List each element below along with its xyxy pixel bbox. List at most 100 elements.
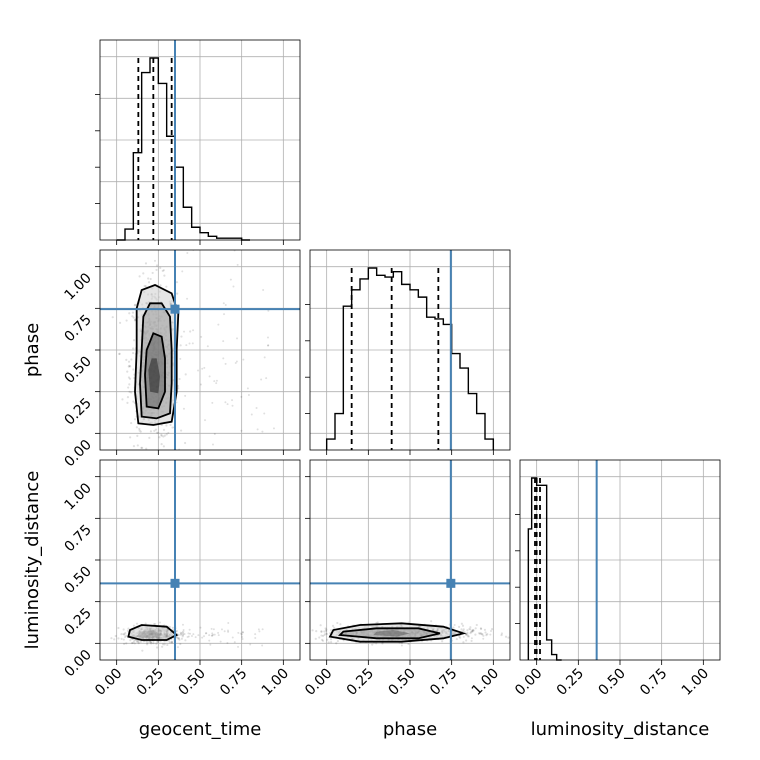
sample-point-tail xyxy=(188,628,191,631)
sample-point xyxy=(171,641,174,644)
x-tick-label-2: 0.50 xyxy=(175,666,208,699)
sample-point xyxy=(126,629,130,632)
y-tick-label-3: 0.75 xyxy=(61,522,94,555)
sample-point xyxy=(462,641,465,644)
sample-point xyxy=(189,330,192,333)
sample-point-tail xyxy=(231,399,234,402)
sample-point-tail xyxy=(181,623,184,626)
sample-point-tail xyxy=(249,643,252,646)
sample-point xyxy=(165,433,168,436)
sample-point-tail xyxy=(211,443,214,446)
sample-point xyxy=(155,642,158,645)
sample-point xyxy=(170,640,173,643)
sample-point xyxy=(321,634,325,638)
sample-point xyxy=(339,623,342,626)
sample-point-tail xyxy=(235,337,238,340)
sample-point xyxy=(485,634,488,637)
sample-point-tail xyxy=(167,431,170,434)
scatter-panel-geocent-time-vs-luminosity-distance: 0.00 0.25 0.50 0.75 1.000.000.250.500.751.00 xyxy=(61,459,301,699)
y-axis-label-phase: phase xyxy=(22,323,43,377)
sample-point xyxy=(128,312,131,315)
x-tick-label-0: 0.00 xyxy=(302,666,335,699)
sample-point-tail xyxy=(184,394,187,397)
sample-point-tail xyxy=(241,636,244,639)
sample-point xyxy=(171,626,174,629)
sample-point xyxy=(122,628,125,631)
sample-point-tail xyxy=(468,627,471,630)
contour-line-2 xyxy=(144,332,166,410)
sample-point-tail xyxy=(224,303,227,306)
sample-point xyxy=(158,436,161,439)
sample-point xyxy=(118,321,122,324)
sample-point-tail xyxy=(480,633,483,636)
sample-point-tail xyxy=(211,401,214,404)
sample-point-tail xyxy=(200,335,203,338)
sample-point-tail xyxy=(231,404,234,407)
sample-point-tail xyxy=(217,323,220,326)
sample-point xyxy=(177,637,181,640)
sample-point xyxy=(153,429,156,432)
sample-point xyxy=(130,421,133,425)
sample-point xyxy=(132,368,135,371)
sample-point-tail xyxy=(215,379,218,382)
sample-point xyxy=(319,624,322,627)
truth-marker xyxy=(170,304,180,314)
sample-point xyxy=(129,365,132,368)
sample-point xyxy=(159,266,162,269)
sample-point xyxy=(171,426,174,429)
sample-point xyxy=(154,428,158,431)
sample-point-tail xyxy=(190,635,193,638)
sample-point xyxy=(166,643,169,647)
sample-point xyxy=(130,641,133,645)
x-axis-label-phase: phase xyxy=(383,719,437,740)
sample-point xyxy=(144,262,148,265)
y-tick-label-4: 1.00 xyxy=(61,270,94,303)
sample-point xyxy=(324,632,327,635)
sample-point xyxy=(149,641,152,644)
sample-point-tail xyxy=(470,637,473,640)
sample-point xyxy=(120,637,123,640)
sample-point xyxy=(159,284,162,287)
sample-point xyxy=(452,626,455,629)
sample-point xyxy=(149,641,152,644)
sample-point-tail xyxy=(199,626,202,629)
sample-point xyxy=(294,639,296,641)
sample-point xyxy=(178,465,180,467)
sample-point xyxy=(470,639,473,643)
sample-point-tail xyxy=(222,357,225,360)
sample-point xyxy=(466,633,469,636)
truth-marker xyxy=(170,578,180,588)
sample-point xyxy=(132,316,135,319)
sample-point xyxy=(335,642,338,645)
sample-point xyxy=(375,642,378,645)
x-tick-label-2: 0.50 xyxy=(595,666,628,699)
sample-point-tail xyxy=(241,637,244,640)
sample-point-tail xyxy=(234,362,237,365)
panel-frame xyxy=(519,459,721,661)
sample-point xyxy=(155,431,159,434)
x-tick-label-0: 0.00 xyxy=(92,666,125,699)
sample-point-tail xyxy=(237,631,240,634)
sample-point-tail xyxy=(262,289,265,292)
sample-point xyxy=(170,641,173,644)
sample-point-tail xyxy=(213,433,216,436)
sample-point xyxy=(324,627,327,630)
sample-point xyxy=(500,632,504,635)
sample-point-tail xyxy=(182,634,185,637)
sample-point xyxy=(122,638,125,641)
sample-point xyxy=(478,632,481,635)
scatter-panel-geocent-time-vs-phase: 0.00 0.25 0.50 0.75 1.00 xyxy=(61,249,301,470)
sample-point-tail xyxy=(192,329,195,332)
plot-area xyxy=(110,621,264,652)
sample-point-tail xyxy=(187,632,190,635)
sample-point-tail xyxy=(266,336,269,339)
sample-point-tail xyxy=(187,635,190,638)
sample-point xyxy=(455,637,458,641)
sample-point-tail xyxy=(222,302,225,305)
sample-point xyxy=(145,447,148,450)
histogram-geocent-time xyxy=(116,57,250,241)
sample-point-tail xyxy=(182,407,185,410)
sample-point xyxy=(151,271,154,275)
sample-point xyxy=(320,630,323,634)
scatter-panel-phase-vs-luminosity-distance: 0.00 0.25 0.50 0.75 1.00 xyxy=(294,459,511,699)
